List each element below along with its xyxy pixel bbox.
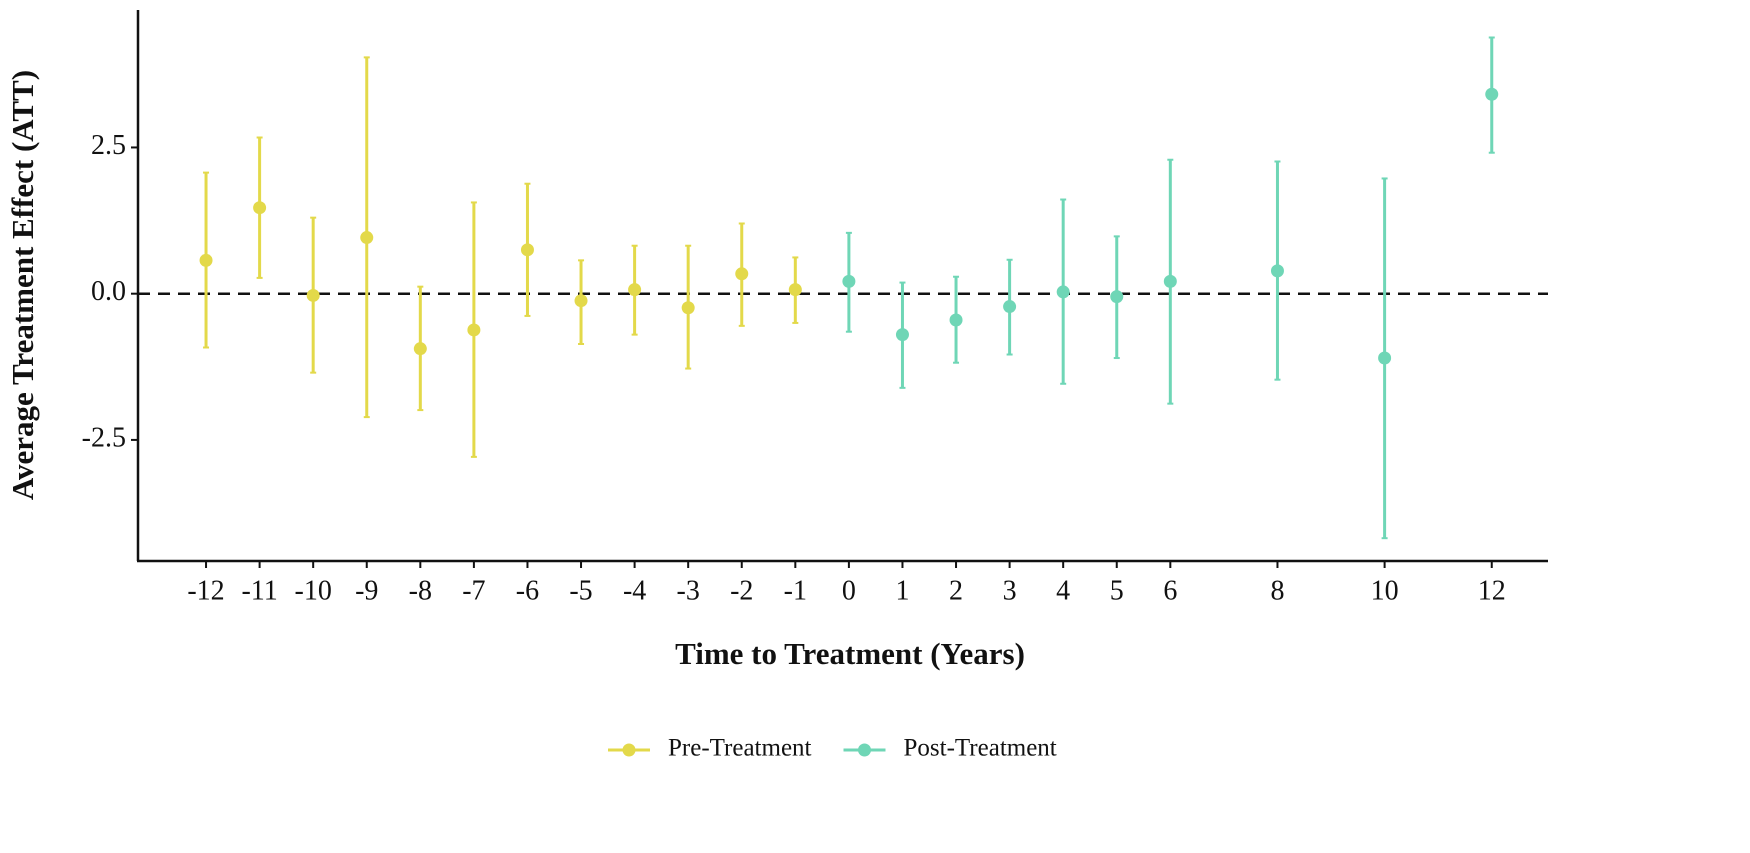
x-tick-label: -9: [355, 575, 378, 606]
x-tick-label: 2: [949, 575, 963, 606]
point: [788, 283, 802, 297]
point: [306, 288, 320, 302]
x-axis-title: Time to Treatment (Years): [675, 636, 1025, 671]
x-tick-label: -12: [187, 575, 224, 606]
point: [360, 231, 374, 245]
point: [895, 328, 909, 342]
x-tick-label: 10: [1371, 575, 1399, 606]
x-tick-label: 8: [1270, 575, 1284, 606]
legend-label: Post-Treatment: [904, 735, 1057, 762]
point: [253, 201, 267, 215]
y-tick-label: 2.5: [91, 130, 126, 161]
point: [1056, 285, 1070, 299]
x-tick-label: 6: [1163, 575, 1177, 606]
point: [574, 294, 588, 308]
x-tick-label: 1: [895, 575, 909, 606]
x-tick-label: -2: [730, 575, 753, 606]
x-tick-label: -7: [462, 575, 485, 606]
point: [1163, 274, 1177, 288]
x-tick-label: -10: [295, 575, 332, 606]
point: [1485, 87, 1499, 101]
point: [842, 274, 856, 288]
x-tick-label: 5: [1110, 575, 1124, 606]
x-tick-label: 12: [1478, 575, 1506, 606]
x-tick-label: 4: [1056, 575, 1070, 606]
x-tick-label: -1: [784, 575, 807, 606]
legend-label: Pre-Treatment: [668, 735, 812, 762]
point: [949, 313, 963, 327]
point: [1003, 300, 1017, 314]
y-tick-label: 0.0: [91, 276, 126, 307]
y-tick-label: -2.5: [82, 422, 126, 453]
x-tick-label: -11: [241, 575, 277, 606]
point: [199, 253, 213, 267]
point: [1110, 290, 1124, 304]
point: [735, 267, 749, 281]
x-tick-label: 3: [1003, 575, 1017, 606]
x-tick-label: -8: [409, 575, 432, 606]
x-tick-label: -3: [677, 575, 700, 606]
y-axis-title: Average Treatment Effect (ATT): [5, 70, 40, 500]
x-tick-label: -5: [569, 575, 592, 606]
legend-marker: [622, 743, 636, 757]
point: [1378, 351, 1392, 365]
point: [1270, 264, 1284, 278]
point: [467, 323, 481, 337]
point: [520, 243, 534, 257]
point: [628, 283, 642, 297]
x-tick-label: -6: [516, 575, 539, 606]
x-tick-label: -4: [623, 575, 646, 606]
point: [681, 301, 695, 315]
x-tick-label: 0: [842, 575, 856, 606]
legend-marker: [858, 743, 871, 757]
point: [413, 342, 427, 356]
